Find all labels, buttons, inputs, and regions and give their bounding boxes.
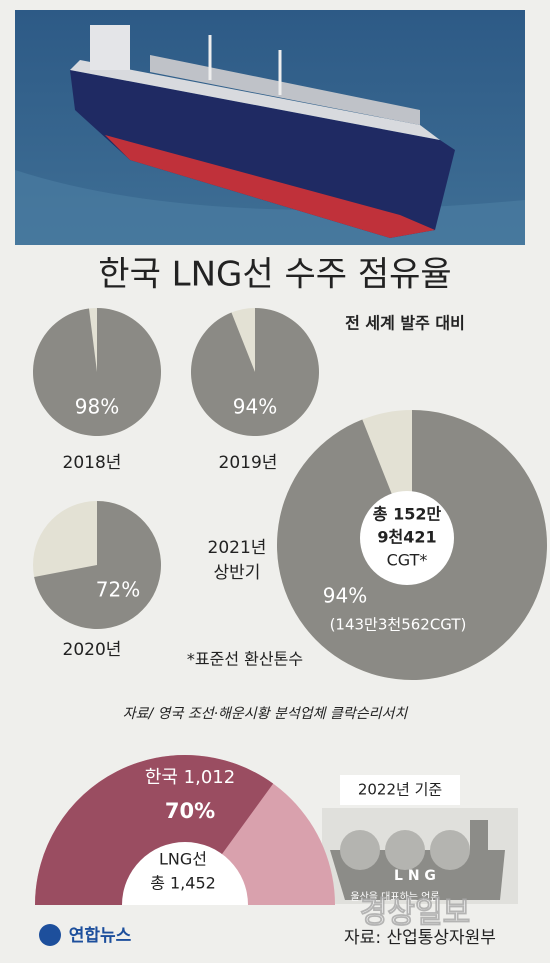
period-label: 상반기 <box>214 563 261 583</box>
value-label: 94% <box>233 395 277 419</box>
center-text: 총 152만 <box>373 505 442 524</box>
korea-label: 한국 1,012 <box>145 767 235 788</box>
logo: 연합뉴스 <box>69 925 132 946</box>
value-label: 72% <box>96 578 140 602</box>
year-label: 2018년 <box>63 453 122 473</box>
pie-slice <box>190 308 319 436</box>
title: 한국 LNG선 수주 점유율 <box>98 255 451 295</box>
value-label: 98% <box>75 395 119 419</box>
donut-hole <box>360 491 454 585</box>
footnote: *표준선 환산톤수 <box>187 650 303 669</box>
total-label: 총 1,452 <box>150 874 216 893</box>
half-base <box>35 905 335 909</box>
center-label: LNG선 <box>159 850 207 869</box>
pie-slice <box>33 308 162 436</box>
year-label: 2019년 <box>219 453 278 473</box>
center-text: 9천421 <box>377 528 436 547</box>
value-label: 94% <box>323 584 367 608</box>
ship-photo <box>15 10 525 245</box>
ship-drawing <box>322 808 518 904</box>
note: 2022년 기준 <box>358 781 443 799</box>
share-label: 70% <box>165 799 215 823</box>
center-text: CGT* <box>387 551 428 570</box>
source-top: 자료/ 영국 조선·해운시황 분석업체 클락슨리서치 <box>123 706 409 722</box>
value-note: (143만3천562CGT) <box>330 616 467 634</box>
source-bottom: 자료: 산업통상자원부 <box>344 928 496 948</box>
half-slice <box>35 755 274 905</box>
half-hole <box>122 842 248 905</box>
ship-label: L N G <box>394 868 436 884</box>
period-label: 2021년 <box>208 538 267 558</box>
note-box <box>340 775 460 805</box>
pie-slice <box>34 501 161 629</box>
year-label: 2020년 <box>63 640 122 660</box>
watermark-name: 경상일보 <box>360 896 470 931</box>
logo-icon <box>39 924 61 946</box>
subtitle: 전 세계 발주 대비 <box>345 314 465 333</box>
watermark-tagline: 울산을 대표하는 언론 <box>350 890 439 903</box>
